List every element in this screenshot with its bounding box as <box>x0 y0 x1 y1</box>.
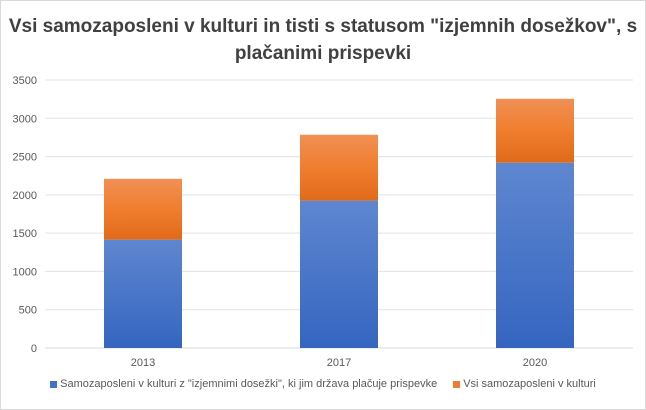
chart-title: Vsi samozaposleni v kulturi in tisti s s… <box>8 16 638 64</box>
legend-item: Vsi samozaposleni v kulturi <box>453 378 596 390</box>
legend-item: Samozaposleni v kulturi z "izjemnimi dos… <box>50 378 437 390</box>
bar-blue-2020 <box>496 162 574 348</box>
legend-swatch <box>50 380 58 388</box>
x-tick-label: 2020 <box>523 357 547 369</box>
x-tick-label: 2013 <box>131 357 155 369</box>
y-tick-label: 2000 <box>13 190 37 202</box>
y-tick-label: 1000 <box>13 266 37 278</box>
bar-blue-2017 <box>300 200 378 348</box>
y-tick-label: 2500 <box>13 152 37 164</box>
y-tick-label: 3000 <box>13 113 37 125</box>
legend: Samozaposleni v kulturi z "izjemnimi dos… <box>1 378 645 391</box>
bar-orange-2020 <box>496 98 574 163</box>
bar-blue-2013 <box>104 239 182 348</box>
y-tick-label: 1500 <box>13 228 37 240</box>
y-tick-label: 0 <box>31 343 37 355</box>
legend-label: Vsi samozaposleni v kulturi <box>463 378 596 390</box>
legend-swatch <box>453 380 461 388</box>
x-tick-label: 2017 <box>327 357 351 369</box>
y-tick-label: 500 <box>19 305 37 317</box>
legend-label: Samozaposleni v kulturi z "izjemnimi dos… <box>60 378 438 390</box>
bar-orange-2013 <box>104 178 182 240</box>
y-tick-label: 3500 <box>13 75 37 87</box>
bar-orange-2017 <box>300 134 378 201</box>
